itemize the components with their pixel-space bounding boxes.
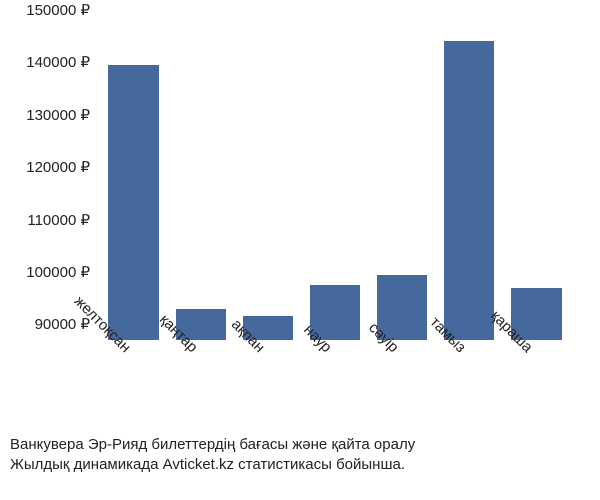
y-tick-label: 130000 ₽: [26, 106, 90, 124]
bar-slot: [503, 10, 570, 340]
chart-caption: Ванкувера Эр-Рияд билеттердің бағасы жән…: [10, 435, 590, 476]
price-chart: 90000 ₽ 100000 ₽ 110000 ₽ 120000 ₽ 130000 ₽ 1…: [0, 0, 600, 500]
bar-slot: [100, 10, 167, 340]
bars-group: [100, 10, 570, 340]
y-tick-label: 140000 ₽: [26, 53, 90, 71]
bar-slot: [234, 10, 301, 340]
x-tick-slot: қаңтар: [167, 344, 234, 424]
x-tick-slot: наур: [301, 344, 368, 424]
x-tick-slot: ақпан: [234, 344, 301, 424]
x-tick-slot: қараша: [503, 344, 570, 424]
bar: [444, 41, 494, 340]
y-tick-label: 120000 ₽: [26, 158, 90, 176]
bar-slot: [369, 10, 436, 340]
bar: [108, 65, 158, 340]
plot-area: [100, 10, 570, 340]
bar-slot: [301, 10, 368, 340]
caption-line-1: Ванкувера Эр-Рияд билеттердің бағасы жән…: [10, 435, 590, 455]
x-axis: желтоқсанқаңтарақпаннаурсәуіртамызқараша: [100, 344, 570, 424]
caption-line-2: Жылдық динамикада Avticket.kz статистика…: [10, 455, 590, 475]
bar-slot: [167, 10, 234, 340]
y-tick-label: 90000 ₽: [35, 315, 90, 333]
x-tick-slot: тамыз: [436, 344, 503, 424]
y-tick-label: 150000 ₽: [26, 1, 90, 19]
y-tick-label: 100000 ₽: [26, 263, 90, 281]
y-axis: 90000 ₽ 100000 ₽ 110000 ₽ 120000 ₽ 130000 ₽ 1…: [0, 10, 95, 340]
x-tick-slot: желтоқсан: [100, 344, 167, 424]
x-tick-slot: сәуір: [369, 344, 436, 424]
bar-slot: [436, 10, 503, 340]
y-tick-label: 110000 ₽: [27, 211, 90, 229]
